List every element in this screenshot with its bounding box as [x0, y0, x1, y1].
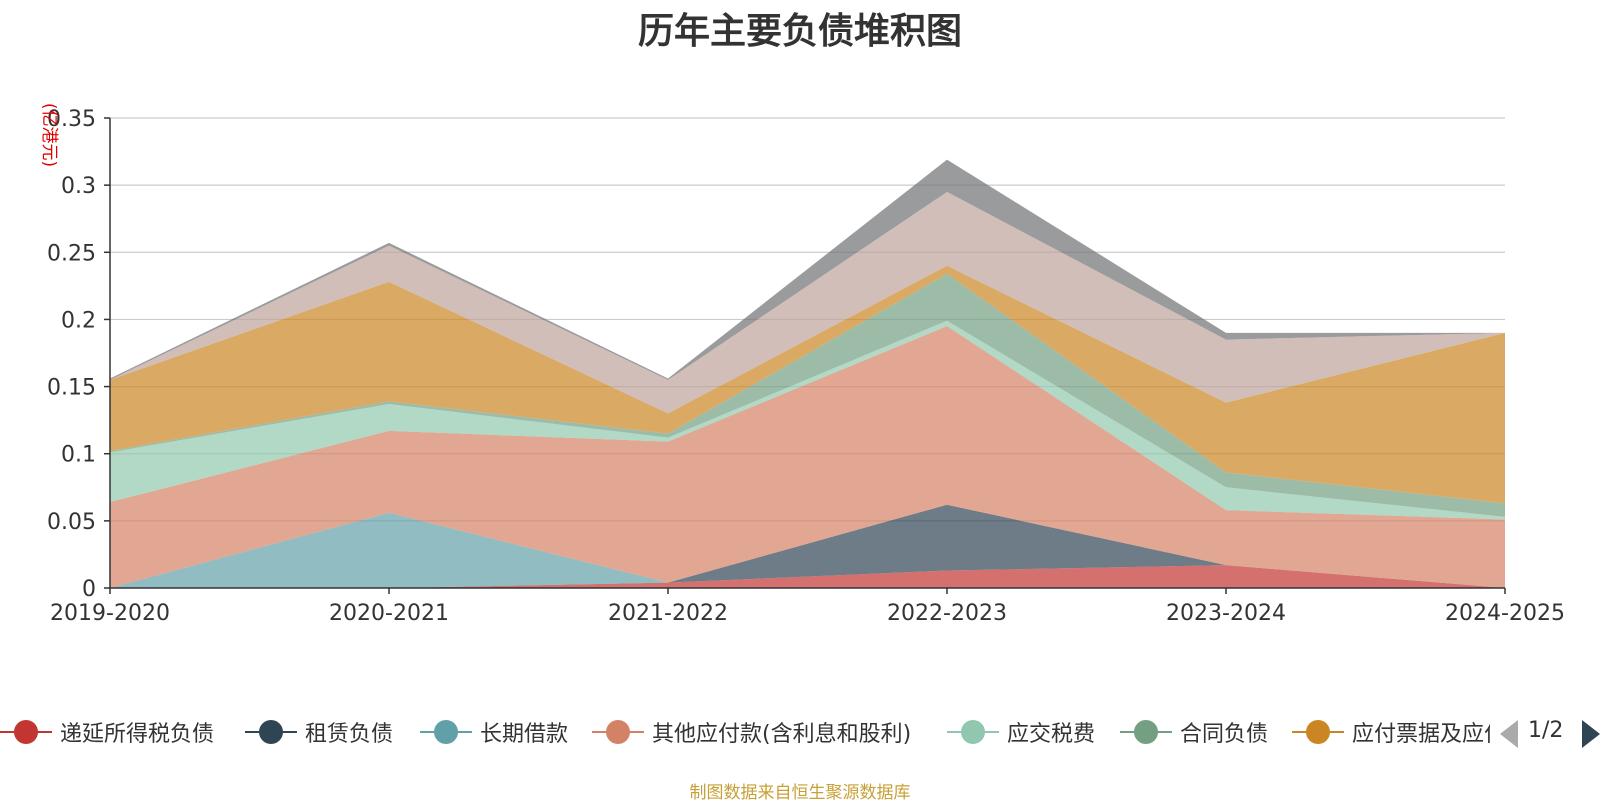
area-series-6 [110, 265, 1505, 504]
x-tick-label: 2021-2022 [608, 601, 728, 626]
legend-label: 其他应付款(含利息和股利) [652, 722, 912, 747]
y-tick-label: 0.05 [47, 510, 96, 535]
x-tick-label: 2024-2025 [1445, 601, 1565, 626]
area-series-7 [110, 191, 1505, 414]
legend-item[interactable]: 租赁负债 [245, 712, 393, 752]
legend-label: 租赁负债 [305, 722, 394, 747]
area-series-0 [110, 565, 1505, 588]
area-series-2 [110, 504, 1505, 588]
legend: 递延所得税负债 租赁负债 长期借款 其他应付款(含利息和股利) 应交税费 合同负债 应付票据… [0, 712, 1600, 752]
legend-item[interactable]: 其他应付款(含利息和股利) [592, 712, 911, 752]
legend-item[interactable]: 合同负债 [1120, 712, 1268, 752]
legend-marker-icon [245, 720, 297, 744]
area-series-5 [110, 273, 1505, 517]
legend-label: 应交税费 [1007, 722, 1096, 747]
legend-item[interactable]: 应交税费 [947, 712, 1095, 752]
y-tick-label: 0.25 [47, 241, 96, 266]
y-tick-label: 0.1 [61, 443, 96, 468]
y-axis-label: (亿港元) [39, 103, 59, 167]
y-tick-label: 0.3 [61, 174, 96, 199]
x-tick-label: 2022-2023 [887, 601, 1007, 626]
y-tick-label: 0.15 [47, 376, 96, 401]
legend-label: 递延所得税负债 [60, 722, 215, 747]
x-tick-label: 2020-2021 [329, 601, 449, 626]
legend-label: 合同负债 [1180, 722, 1269, 747]
legend-next-page-arrow-icon[interactable] [1582, 720, 1600, 748]
y-tick-label: 0.2 [61, 308, 96, 333]
x-tick-label: 2019-2020 [50, 601, 170, 626]
chart-title: 历年主要负债堆积图 [637, 11, 962, 52]
source-note: 制图数据来自恒生聚源数据库 [689, 783, 911, 803]
legend-marker-icon [592, 720, 644, 744]
legend-label: 长期借款 [480, 722, 569, 747]
legend-item[interactable]: 应付票据及应付账款 [1292, 712, 1490, 752]
legend-marker-icon [420, 720, 472, 744]
y-tick-label: 0 [82, 577, 96, 602]
legend-label: 应付票据及应付账款 [1352, 722, 1490, 747]
legend-marker-icon [947, 720, 999, 744]
legend-marker-icon [1120, 720, 1172, 744]
axes: 0 0.05 0.1 0.15 0.2 0.25 0.3 0.35 2019-2020 2020-… [47, 107, 1565, 626]
y-tick-label: 0.35 [47, 107, 96, 132]
legend-marker-icon [0, 720, 52, 744]
chart-plot: 0 0.05 0.1 0.15 0.2 0.25 0.3 0.35 2019-2020 2020-… [39, 103, 1565, 626]
area-series-1 [110, 504, 1505, 588]
area-series-8 [110, 159, 1505, 380]
legend-prev-page-arrow-icon[interactable] [1500, 720, 1518, 748]
legend-marker-icon [1292, 720, 1344, 744]
legend-page-indicator: 1/2 [1528, 718, 1564, 743]
legend-item[interactable]: 递延所得税负债 [0, 712, 214, 752]
area-series-3 [110, 326, 1505, 588]
stacked-areas [110, 159, 1505, 588]
legend-item[interactable]: 长期借款 [420, 712, 568, 752]
x-tick-label: 2023-2024 [1166, 601, 1286, 626]
area-series-4 [110, 320, 1505, 520]
legend-items: 递延所得税负债 租赁负债 长期借款 其他应付款(含利息和股利) 应交税费 合同负债 应付票据… [0, 712, 1490, 752]
